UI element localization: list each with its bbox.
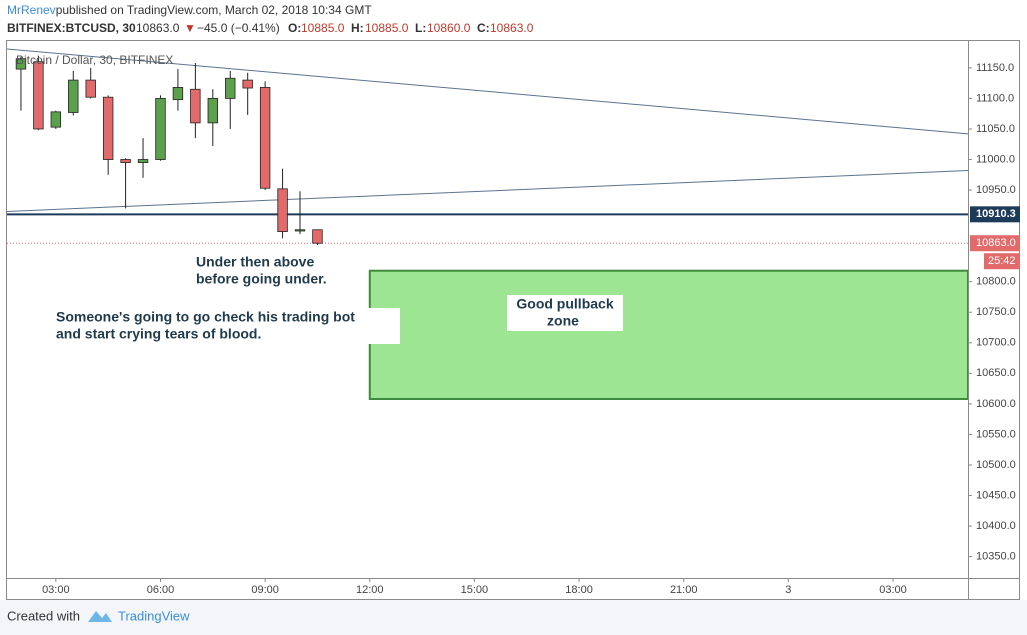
author[interactable]: MrRenev <box>7 3 56 17</box>
h-label: H: <box>351 21 364 35</box>
x-tick-label: 12:00 <box>356 584 384 596</box>
l: 10860.0 <box>427 21 471 35</box>
y-tick-label: 10600.0 <box>976 398 1016 410</box>
y-tick-label: 10750.0 <box>976 306 1016 318</box>
y-tick-label: 10350.0 <box>976 551 1016 563</box>
candle-body <box>207 98 219 124</box>
x-tick-label: 3 <box>785 584 791 596</box>
candle-body <box>190 88 201 124</box>
y-tick-label: 11000.0 <box>976 153 1015 165</box>
candle-body <box>242 79 253 89</box>
y-tick-label: 10650.0 <box>976 367 1016 379</box>
y-tick-label: 10400.0 <box>976 520 1016 532</box>
x-tick-label: 03:00 <box>879 584 907 596</box>
note-bg <box>192 253 350 289</box>
published: published on TradingView.com, March 02, … <box>56 3 373 17</box>
price-line-tag <box>970 206 1020 223</box>
candle-body <box>277 188 288 233</box>
x-tick-label: 15:00 <box>461 584 489 596</box>
candle-body <box>120 159 131 163</box>
last-price-label: 10863.0 <box>976 237 1016 249</box>
x-tick-label: 09:00 <box>251 584 279 596</box>
note-bg <box>507 295 623 331</box>
o-label: O: <box>288 21 301 35</box>
candle-body <box>50 111 62 128</box>
candle-body <box>102 96 114 160</box>
annotation: before going under. <box>196 271 327 287</box>
annotation: and start crying tears of blood. <box>56 326 261 342</box>
note-bg <box>52 308 400 344</box>
y-tick-label: 10950.0 <box>976 184 1016 196</box>
logo[interactable] <box>88 611 112 622</box>
pullback-zone <box>368 269 968 400</box>
candle-body <box>259 87 271 189</box>
countdown: 25:42 <box>988 255 1016 267</box>
h: 10885.0 <box>365 21 409 35</box>
trend-line <box>7 170 968 212</box>
annotation: Under then above <box>196 254 314 270</box>
y-tick-label: 10800.0 <box>976 276 1016 288</box>
candle-body <box>33 61 44 130</box>
annotation: zone <box>547 313 579 329</box>
candle-body <box>172 87 184 101</box>
annotation: Someone's going to go check his trading … <box>56 309 355 325</box>
change: −45.0 (−0.41%) <box>197 21 280 35</box>
l-label: L: <box>415 21 426 35</box>
annotation: Good pullback <box>516 296 613 312</box>
x-tick-label: 18:00 <box>565 584 593 596</box>
y-tick-label: 10700.0 <box>976 337 1016 349</box>
c: 10863.0 <box>490 21 534 35</box>
price-line-label: 10910.3 <box>976 208 1016 220</box>
frame <box>6 40 1020 600</box>
y-tick-label: 11150.0 <box>976 62 1014 74</box>
candle-body <box>312 229 323 244</box>
candle-body <box>155 98 166 160</box>
last-price-tag <box>970 235 1020 252</box>
last: 10863.0 <box>136 21 180 35</box>
trend-line <box>7 48 968 135</box>
legend: Bitcoin / Dollar, 30, BITFINEX <box>16 53 173 67</box>
x-tick-label: 06:00 <box>147 584 175 596</box>
candle-body <box>68 79 79 113</box>
c-label: C: <box>477 21 490 35</box>
y-tick-label: 11100.0 <box>976 92 1014 104</box>
x-tick-label: 21:00 <box>670 584 698 596</box>
y-tick-label: 10550.0 <box>976 428 1016 440</box>
symbol: BITFINEX:BTCUSD, 30 <box>7 21 136 35</box>
candle-body <box>137 159 149 163</box>
candle-body <box>15 58 27 70</box>
footer-bg <box>0 600 1027 635</box>
arrow: ▼ <box>184 21 196 35</box>
countdown-tag <box>984 253 1020 270</box>
created-with: Created with <box>7 608 80 623</box>
brand[interactable]: TradingView <box>118 608 190 623</box>
y-tick-label: 10450.0 <box>976 489 1016 501</box>
y-tick-label: 11050.0 <box>976 123 1015 135</box>
candle-body <box>85 79 96 98</box>
o: 10885.0 <box>301 21 345 35</box>
y-tick-label: 10500.0 <box>976 459 1016 471</box>
candle-body <box>225 77 236 99</box>
candle-body <box>294 229 306 232</box>
x-tick-label: 03:00 <box>42 584 70 596</box>
